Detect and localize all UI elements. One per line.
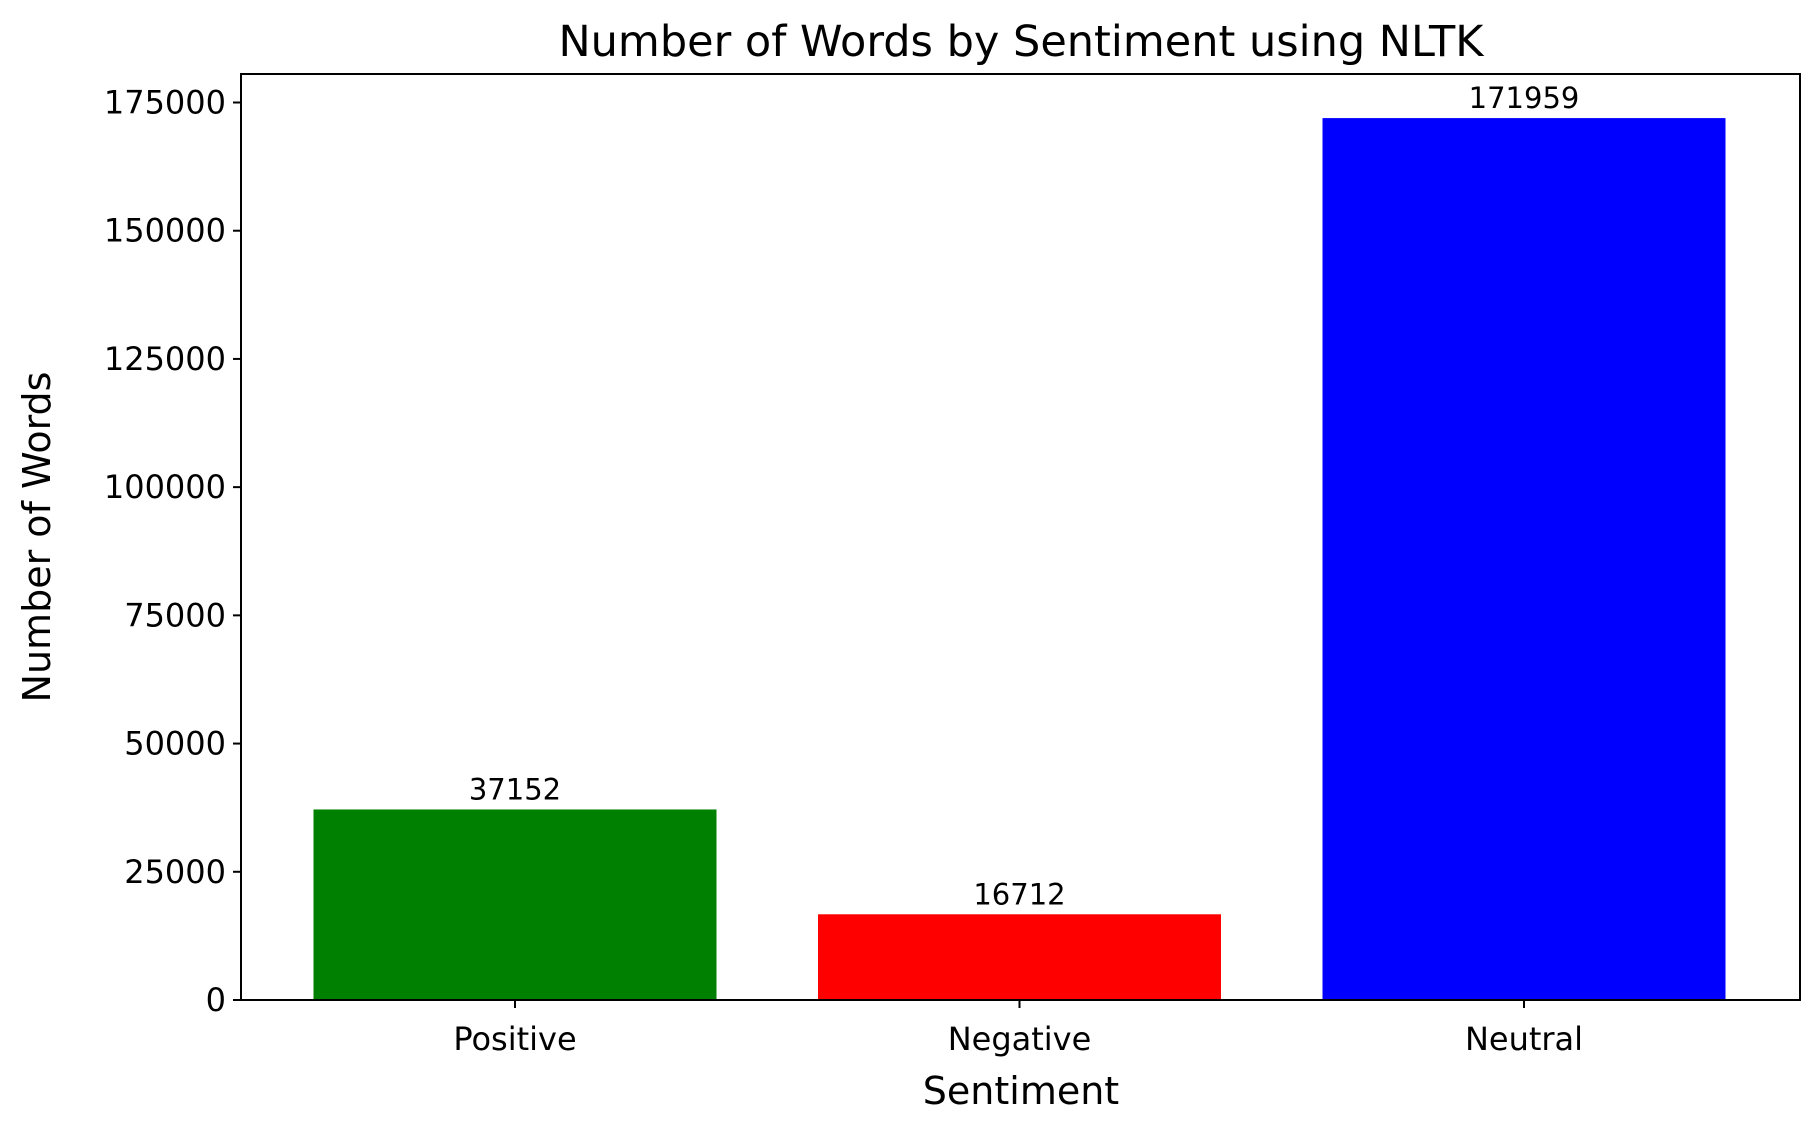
x-tick-label: Positive bbox=[453, 1020, 576, 1058]
bar-value-labels: 37152 16712 171959 bbox=[469, 81, 1579, 911]
y-tick-label: 0 bbox=[206, 981, 226, 1019]
data-label-positive: 37152 bbox=[469, 772, 561, 806]
bar-positive bbox=[313, 809, 717, 1000]
y-tick-label: 50000 bbox=[124, 725, 226, 763]
y-tick-label: 100000 bbox=[104, 468, 226, 506]
data-label-neutral: 171959 bbox=[1469, 81, 1580, 115]
y-axis-label: Number of Words bbox=[15, 372, 59, 703]
bar-neutral bbox=[1322, 118, 1726, 1001]
y-tick-label: 125000 bbox=[104, 340, 226, 378]
chart-title: Number of Words by Sentiment using NLTK bbox=[559, 17, 1486, 67]
x-axis-label: Sentiment bbox=[923, 1069, 1119, 1113]
y-axis-ticks: 0 25000 50000 75000 100000 125000 150000 175000 bbox=[104, 83, 241, 1019]
x-axis-ticks: Positive Negative Neutral bbox=[453, 1000, 1583, 1058]
x-tick-label: Negative bbox=[948, 1020, 1092, 1058]
bar-negative bbox=[818, 914, 1221, 1000]
y-tick-label: 25000 bbox=[124, 853, 226, 891]
y-tick-label: 150000 bbox=[104, 212, 226, 250]
y-tick-label: 175000 bbox=[104, 83, 226, 121]
data-label-negative: 16712 bbox=[973, 877, 1065, 911]
bars bbox=[313, 118, 1726, 1001]
plot-frame bbox=[240, 73, 1801, 1001]
y-tick-label: 75000 bbox=[124, 596, 226, 634]
x-tick-label: Neutral bbox=[1465, 1020, 1583, 1058]
